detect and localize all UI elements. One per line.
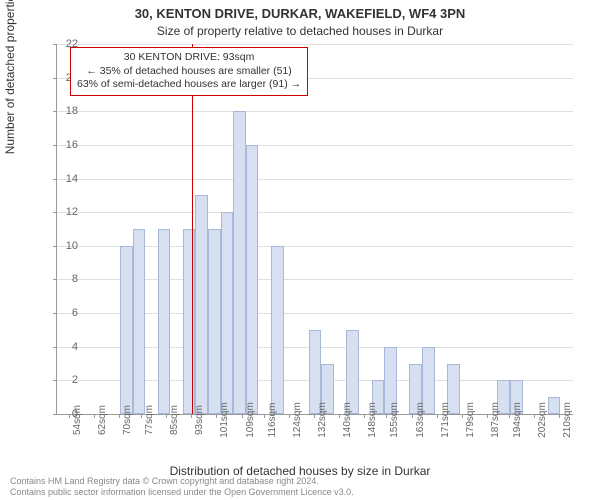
histogram-bar bbox=[208, 229, 221, 414]
ytick-label: 8 bbox=[38, 273, 78, 285]
annotation-line: 63% of semi-detached houses are larger (… bbox=[77, 78, 301, 92]
histogram-bar bbox=[158, 229, 171, 414]
histogram-bar bbox=[183, 229, 196, 414]
xtick-mark bbox=[339, 414, 340, 418]
y-axis-label: Number of detached properties bbox=[3, 0, 17, 154]
ytick-label: 14 bbox=[38, 173, 78, 185]
ytick-label: 12 bbox=[38, 206, 78, 218]
xtick-label: 62sqm bbox=[97, 405, 108, 435]
xtick-mark bbox=[94, 414, 95, 418]
ytick-label: 18 bbox=[38, 105, 78, 117]
annotation-line: 30 KENTON DRIVE: 93sqm bbox=[77, 51, 301, 65]
xtick-label: 77sqm bbox=[144, 405, 155, 435]
xtick-mark bbox=[141, 414, 142, 418]
xtick-label: 70sqm bbox=[122, 405, 133, 435]
footer-attribution: Contains HM Land Registry data © Crown c… bbox=[10, 476, 354, 498]
histogram-bar bbox=[548, 397, 561, 414]
xtick-label: 93sqm bbox=[194, 405, 205, 435]
gridline bbox=[57, 145, 573, 146]
histogram-bar bbox=[221, 212, 234, 414]
xtick-mark bbox=[534, 414, 535, 418]
xtick-label: 187sqm bbox=[490, 402, 501, 438]
annotation-line: ← 35% of detached houses are smaller (51… bbox=[77, 65, 301, 79]
histogram-bar bbox=[195, 195, 208, 414]
ytick-label: 16 bbox=[38, 139, 78, 151]
xtick-mark bbox=[559, 414, 560, 418]
xtick-label: 101sqm bbox=[219, 402, 230, 438]
histogram-bar bbox=[246, 145, 259, 414]
xtick-mark bbox=[487, 414, 488, 418]
ytick-label: 6 bbox=[38, 307, 78, 319]
chart-title-main: 30, KENTON DRIVE, DURKAR, WAKEFIELD, WF4… bbox=[0, 6, 600, 21]
xtick-mark bbox=[216, 414, 217, 418]
gridline bbox=[57, 212, 573, 213]
xtick-label: 116sqm bbox=[267, 403, 278, 438]
xtick-label: 132sqm bbox=[317, 402, 328, 438]
xtick-mark bbox=[437, 414, 438, 418]
xtick-mark bbox=[289, 414, 290, 418]
histogram-bar bbox=[233, 111, 246, 414]
footer-line-1: Contains HM Land Registry data © Crown c… bbox=[10, 476, 354, 487]
footer-line-2: Contains public sector information licen… bbox=[10, 487, 354, 498]
xtick-mark bbox=[166, 414, 167, 418]
ytick-label: 2 bbox=[38, 374, 78, 386]
xtick-label: 148sqm bbox=[367, 402, 378, 438]
xtick-label: 140sqm bbox=[342, 402, 353, 438]
xtick-mark bbox=[264, 414, 265, 418]
xtick-label: 194sqm bbox=[512, 402, 523, 438]
xtick-mark bbox=[509, 414, 510, 418]
xtick-mark bbox=[462, 414, 463, 418]
annotation-box: 30 KENTON DRIVE: 93sqm← 35% of detached … bbox=[70, 47, 308, 96]
plot-area bbox=[56, 44, 573, 415]
xtick-label: 54sqm bbox=[72, 405, 83, 435]
xtick-label: 124sqm bbox=[292, 402, 303, 438]
xtick-label: 171sqm bbox=[440, 402, 451, 438]
ytick-label: 4 bbox=[38, 341, 78, 353]
xtick-label: 163sqm bbox=[415, 402, 426, 438]
xtick-mark bbox=[364, 414, 365, 418]
xtick-mark bbox=[314, 414, 315, 418]
reference-line bbox=[192, 44, 193, 414]
histogram-bar bbox=[133, 229, 146, 414]
gridline bbox=[57, 111, 573, 112]
xtick-mark bbox=[119, 414, 120, 418]
xtick-label: 109sqm bbox=[245, 402, 256, 438]
gridline bbox=[57, 179, 573, 180]
gridline bbox=[57, 44, 573, 45]
histogram-bar bbox=[271, 246, 284, 414]
xtick-mark bbox=[191, 414, 192, 418]
ytick-label: 10 bbox=[38, 240, 78, 252]
chart-title-sub: Size of property relative to detached ho… bbox=[0, 24, 600, 38]
xtick-mark bbox=[69, 414, 70, 418]
xtick-label: 179sqm bbox=[465, 402, 476, 438]
xtick-mark bbox=[242, 414, 243, 418]
xtick-mark bbox=[412, 414, 413, 418]
xtick-label: 85sqm bbox=[169, 405, 180, 435]
xtick-label: 155sqm bbox=[389, 402, 400, 438]
xtick-mark bbox=[386, 414, 387, 418]
xtick-label: 202sqm bbox=[537, 402, 548, 438]
xtick-label: 210sqm bbox=[562, 402, 573, 438]
histogram-bar bbox=[120, 246, 133, 414]
